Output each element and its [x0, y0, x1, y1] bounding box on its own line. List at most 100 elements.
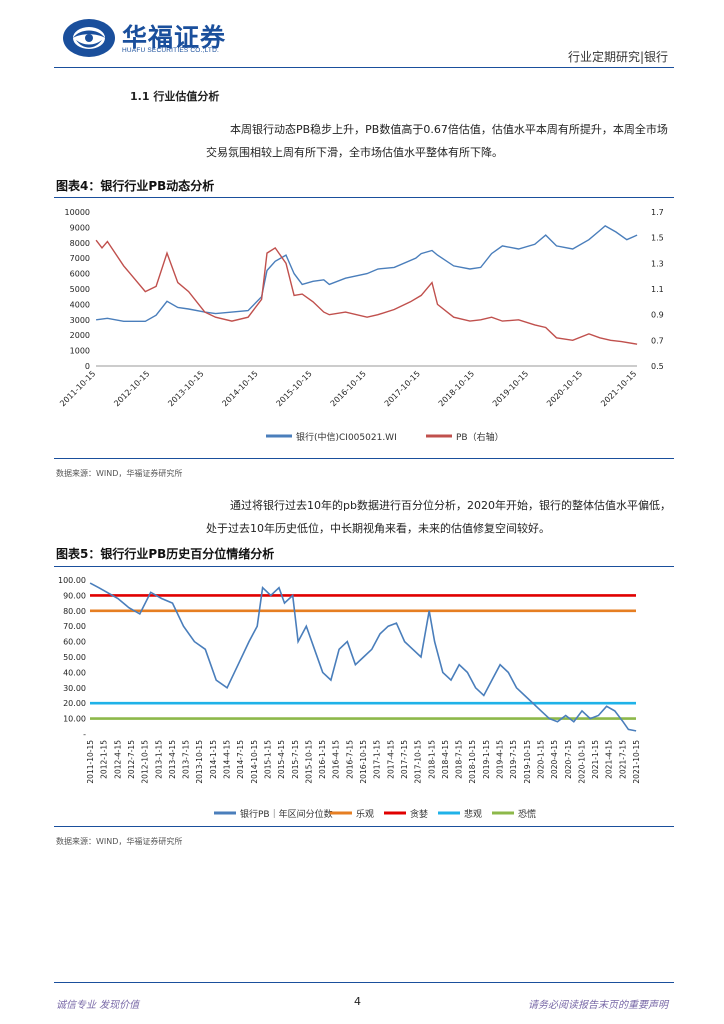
y-left-tick-label: 3000 — [70, 316, 90, 325]
x-tick-label: 2021-7-15 — [618, 740, 627, 779]
y-tick-label: 90.00 — [63, 591, 86, 600]
x-tick-label: 2021-4-15 — [605, 740, 614, 779]
x-tick-label: 2016-4-15 — [332, 740, 341, 779]
paragraph-pb-weekly: 本周银行动态PB稳步上升，PB数值高于0.67倍估值，估值水平本周有所提升，本周… — [206, 123, 668, 159]
figure5-title: 图表5：银行行业PB历史百分位情绪分析 — [56, 547, 275, 561]
x-tick-label: 2014-1-15 — [209, 740, 218, 779]
x-tick-label: 2019-4-15 — [496, 740, 505, 779]
y-right-tick-label: 1.7 — [651, 208, 664, 217]
report-type: 行业定期研究|银行 — [567, 50, 668, 64]
y-left-tick-label: 5000 — [70, 285, 90, 294]
x-tick-label: 2016-10-15 — [329, 369, 368, 408]
x-tick-label: 2014-7-15 — [236, 740, 245, 779]
x-tick-label: 2014-10-15 — [220, 369, 259, 408]
x-tick-label: 2018-10-15 — [437, 369, 476, 408]
y-tick-label: 70.00 — [63, 622, 86, 631]
footer-divider — [54, 982, 674, 983]
x-tick-label: 2020-1-15 — [536, 740, 545, 779]
x-tick-label: 2016-7-15 — [345, 740, 354, 779]
series-pb-line — [95, 239, 638, 345]
y-right-tick-label: 1.3 — [651, 259, 664, 268]
x-tick-label: 2015-1-15 — [263, 740, 272, 779]
x-tick-label: 2012-7-15 — [127, 740, 136, 779]
x-tick-label: 2012-10-15 — [141, 740, 150, 784]
y-left-tick-label: 7000 — [70, 254, 90, 263]
x-tick-label: 2017-1-15 — [373, 740, 382, 779]
figure4-bottom-divider — [54, 458, 674, 459]
y-tick-label: 100.00 — [58, 576, 86, 585]
legend-label-pessimistic: 悲观 — [464, 808, 482, 820]
x-tick-label: 2015-7-15 — [291, 740, 300, 779]
header-divider — [54, 67, 674, 68]
company-logo — [62, 16, 252, 60]
y-right-tick-label: 1.1 — [651, 285, 664, 294]
x-tick-label: 2016-10-15 — [359, 740, 368, 784]
figure5-top-divider — [54, 566, 674, 567]
x-tick-label: 2017-4-15 — [386, 740, 395, 779]
legend-label-greedy: 贪婪 — [410, 808, 428, 820]
y-right-tick-label: 0.9 — [651, 311, 664, 320]
y-tick-label: 10.00 — [63, 715, 86, 724]
x-tick-label: 2020-10-15 — [577, 740, 586, 784]
x-tick-label: 2012-4-15 — [113, 740, 122, 779]
x-tick-label: 2019-1-15 — [482, 740, 491, 779]
y-left-tick-label: 6000 — [70, 270, 90, 279]
x-tick-label: 2015-10-15 — [304, 740, 313, 784]
y-left-tick-label: 8000 — [70, 239, 90, 248]
x-tick-label: 2016-1-15 — [318, 740, 327, 779]
figure5-source: 数据来源：WIND，华福证券研究所 — [56, 837, 183, 846]
x-tick-label: 2021-10-15 — [599, 369, 638, 408]
series-pb-percentile-line — [89, 582, 637, 732]
figure4-source: 数据来源：WIND，华福证券研究所 — [56, 469, 183, 478]
x-tick-label: 2021-10-15 — [632, 740, 641, 784]
x-tick-label: 2013-10-15 — [195, 740, 204, 784]
x-tick-label: 2018-7-15 — [455, 740, 464, 779]
x-tick-label: 2013-10-15 — [166, 369, 205, 408]
y-tick-label: 20.00 — [63, 699, 86, 708]
x-tick-label: 2020-10-15 — [545, 369, 584, 408]
x-tick-label: 2020-7-15 — [564, 740, 573, 779]
y-left-tick-label: 10000 — [65, 208, 90, 217]
section-title: 1.1 行业估值分析 — [130, 90, 220, 103]
footer-slogan: 诚信专业 发现价值 — [56, 1000, 140, 1011]
x-tick-label: 2013-1-15 — [154, 740, 163, 779]
x-tick-label: 2011-10-15 — [58, 369, 97, 408]
y-left-tick-label: 9000 — [70, 223, 90, 232]
y-right-tick-label: 0.7 — [651, 336, 664, 345]
figure4-chart: 1000090008000700060005000400030002000100… — [58, 208, 664, 443]
legend-label-neutral: 乐观 — [356, 808, 374, 820]
x-tick-label: 2012-1-15 — [100, 740, 109, 779]
x-tick-label: 2017-10-15 — [414, 740, 423, 784]
figure4-title: 图表4：银行行业PB动态分析 — [56, 179, 215, 193]
x-tick-label: 2018-4-15 — [441, 740, 450, 779]
x-tick-label: 2015-10-15 — [275, 369, 314, 408]
legend-label-panic: 恐慌 — [518, 808, 536, 820]
logo-chinese-name: 华福证券 — [122, 23, 227, 52]
x-tick-label: 2021-1-15 — [591, 740, 600, 779]
x-tick-label: 2017-7-15 — [400, 740, 409, 779]
y-left-tick-label: 1000 — [70, 347, 90, 356]
y-tick-label: 50.00 — [63, 653, 86, 662]
paragraph-pb-percentile: 通过将银行过去10年的pb数据进行百分位分析，2020年开始，银行的整体估值水平… — [206, 499, 671, 535]
legend-label-bank: 银行(中信)CI005021.WI — [296, 431, 397, 443]
x-tick-label: 2019-10-15 — [523, 740, 532, 784]
x-tick-label: 2019-7-15 — [509, 740, 518, 779]
legend-label-percentile: 银行PB｜年区间分位数 — [240, 808, 333, 820]
x-tick-label: 2013-7-15 — [182, 740, 191, 779]
x-tick-label: 2014-4-15 — [223, 740, 232, 779]
logo-english-name: HUAFU SECURITIES CO.,LTD. — [122, 47, 219, 54]
x-tick-label: 2013-4-15 — [168, 740, 177, 779]
figure5-legend: 银行PB｜年区间分位数 乐观 贪婪 悲观 恐慌 — [214, 808, 536, 820]
x-tick-label: 2015-4-15 — [277, 740, 286, 779]
y-left-tick-label: 4000 — [70, 300, 90, 309]
y-right-tick-label: 1.5 — [651, 234, 664, 243]
x-tick-label: 2020-4-15 — [550, 740, 559, 779]
x-tick-label: 2011-10-15 — [86, 740, 95, 784]
y-tick-label: - — [83, 730, 86, 739]
y-tick-label: 80.00 — [63, 607, 86, 616]
y-left-tick-label: 0 — [85, 362, 90, 371]
page-number: 4 — [354, 995, 361, 1008]
x-tick-label: 2018-10-15 — [468, 740, 477, 784]
y-tick-label: 30.00 — [63, 684, 86, 693]
figure4-legend: 银行(中信)CI005021.WI PB（右轴） — [266, 431, 504, 443]
